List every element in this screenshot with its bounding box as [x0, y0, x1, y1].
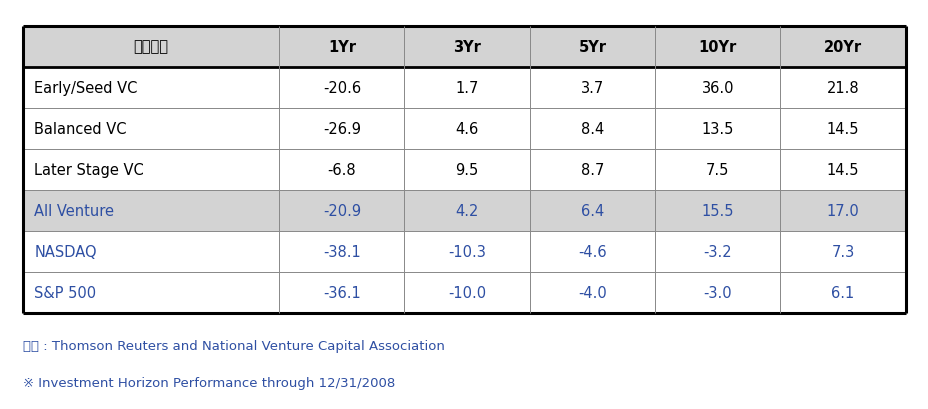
Text: 10Yr: 10Yr — [698, 40, 736, 54]
Bar — [529, 190, 654, 231]
Bar — [780, 27, 905, 67]
Bar — [23, 149, 278, 190]
Text: 8.7: 8.7 — [580, 162, 603, 177]
Bar — [23, 231, 278, 272]
Text: Balanced VC: Balanced VC — [34, 121, 127, 136]
Text: -3.2: -3.2 — [702, 244, 731, 259]
Text: Early/Seed VC: Early/Seed VC — [34, 81, 137, 95]
Text: 13.5: 13.5 — [701, 121, 733, 136]
Text: 9.5: 9.5 — [455, 162, 478, 177]
Bar — [278, 190, 404, 231]
Text: 14.5: 14.5 — [826, 162, 858, 177]
Bar — [278, 67, 404, 108]
Text: ※ Investment Horizon Performance through 12/31/2008: ※ Investment Horizon Performance through… — [23, 376, 395, 389]
Text: 5Yr: 5Yr — [578, 40, 606, 54]
Bar — [404, 149, 529, 190]
Text: -38.1: -38.1 — [323, 244, 360, 259]
Bar — [780, 67, 905, 108]
Bar — [23, 67, 278, 108]
Text: 3.7: 3.7 — [580, 81, 603, 95]
Text: All Venture: All Venture — [34, 203, 114, 218]
Text: 1.7: 1.7 — [455, 81, 478, 95]
Text: -4.6: -4.6 — [577, 244, 606, 259]
Text: 6.4: 6.4 — [580, 203, 603, 218]
Bar — [654, 231, 780, 272]
Bar — [278, 149, 404, 190]
Text: 4.6: 4.6 — [455, 121, 478, 136]
Bar — [529, 149, 654, 190]
Text: -10.0: -10.0 — [447, 285, 485, 300]
Bar — [780, 190, 905, 231]
Bar — [404, 67, 529, 108]
Bar — [404, 108, 529, 149]
Bar — [278, 272, 404, 313]
Text: 14.5: 14.5 — [826, 121, 858, 136]
Text: -4.0: -4.0 — [577, 285, 606, 300]
Text: -3.0: -3.0 — [702, 285, 731, 300]
Text: 펰드유형: 펰드유형 — [134, 40, 169, 54]
Bar — [780, 108, 905, 149]
Text: Later Stage VC: Later Stage VC — [34, 162, 144, 177]
Text: -10.3: -10.3 — [447, 244, 485, 259]
Bar — [23, 190, 278, 231]
Bar — [278, 108, 404, 149]
Text: 자료 : Thomson Reuters and National Venture Capital Association: 자료 : Thomson Reuters and National Ventur… — [23, 339, 445, 352]
Text: 7.3: 7.3 — [831, 244, 854, 259]
Bar — [780, 272, 905, 313]
Text: 15.5: 15.5 — [701, 203, 733, 218]
Bar — [23, 272, 278, 313]
Bar — [654, 149, 780, 190]
Bar — [654, 108, 780, 149]
Bar — [780, 231, 905, 272]
Bar — [780, 149, 905, 190]
Bar — [23, 108, 278, 149]
Text: 6.1: 6.1 — [831, 285, 854, 300]
Text: 21.8: 21.8 — [826, 81, 858, 95]
Bar — [404, 272, 529, 313]
Bar — [404, 190, 529, 231]
Bar — [654, 272, 780, 313]
Text: 17.0: 17.0 — [826, 203, 858, 218]
Text: 8.4: 8.4 — [580, 121, 603, 136]
Text: -26.9: -26.9 — [322, 121, 360, 136]
Text: 36.0: 36.0 — [701, 81, 733, 95]
Text: NASDAQ: NASDAQ — [34, 244, 97, 259]
Bar — [278, 231, 404, 272]
Bar — [529, 272, 654, 313]
Text: 20Yr: 20Yr — [823, 40, 861, 54]
Text: -36.1: -36.1 — [323, 285, 360, 300]
Text: 7.5: 7.5 — [705, 162, 728, 177]
Bar — [404, 27, 529, 67]
Text: 4.2: 4.2 — [455, 203, 478, 218]
Bar — [529, 27, 654, 67]
Text: -6.8: -6.8 — [328, 162, 355, 177]
Text: -20.9: -20.9 — [322, 203, 360, 218]
Bar — [654, 27, 780, 67]
Text: 1Yr: 1Yr — [328, 40, 355, 54]
Text: S&P 500: S&P 500 — [34, 285, 97, 300]
Bar — [23, 27, 278, 67]
Text: -20.6: -20.6 — [322, 81, 360, 95]
Text: 3Yr: 3Yr — [453, 40, 481, 54]
Bar — [404, 231, 529, 272]
Bar — [529, 108, 654, 149]
Bar — [278, 27, 404, 67]
Bar — [654, 67, 780, 108]
Bar — [529, 67, 654, 108]
Bar — [529, 231, 654, 272]
Bar — [654, 190, 780, 231]
